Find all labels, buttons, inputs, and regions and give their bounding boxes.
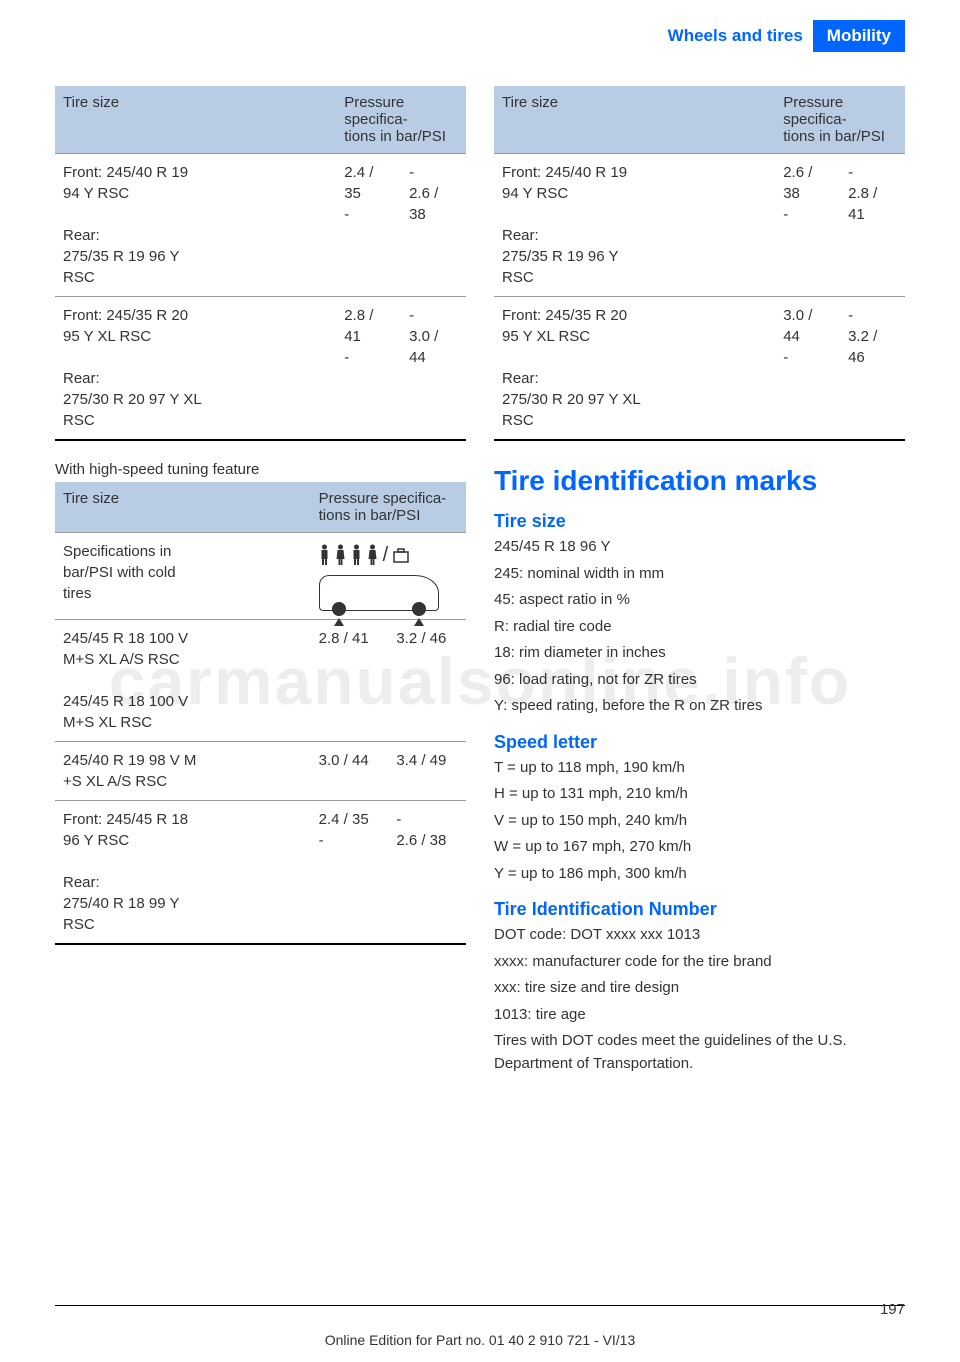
cell-size: Front: 245/35 R 20 95 Y XL RSC Rear: 275… (55, 297, 336, 441)
table-row: Front: 245/45 R 18 96 Y RSC Rear: 275/40… (55, 801, 466, 945)
cell-p2: -2.8 / 41 (840, 154, 905, 297)
body-line: xxxx: manufacturer code for the tire bra… (494, 951, 905, 974)
subheading-tin: Tire Identification Number (494, 899, 905, 920)
cell-p2: 3.4 / 49 (388, 742, 466, 801)
table-row: Front: 245/40 R 19 94 Y RSC Rear: 275/35… (55, 154, 466, 297)
person-icon (335, 544, 346, 566)
th-tire-size: Tire size (55, 482, 311, 533)
left-column: Tire size Pressure specifica‐ tions in b… (55, 86, 466, 1079)
th-pressure: Pressure specifica‐ tions in bar/PSI (311, 482, 466, 533)
right-column: Tire size Pressure specifica‐ tions in b… (494, 86, 905, 1079)
subheading-tire-size: Tire size (494, 511, 905, 532)
cell-load-icon: / (311, 533, 466, 620)
cell-p2: -3.0 / 44 (401, 297, 466, 441)
body-line: 245/45 R 18 96 Y (494, 536, 905, 559)
body-line: V = up to 150 mph, 240 km/h (494, 810, 905, 833)
body-line: 1013: tire age (494, 1004, 905, 1027)
section-title: Tire identification marks (494, 465, 905, 497)
pressure-table-1-right: Tire size Pressure specifica‐ tions in b… (494, 86, 905, 441)
cell-p1: 2.8 / 41 (311, 620, 389, 742)
person-icon (351, 544, 362, 566)
cell-size: 245/40 R 19 98 V M +S XL A/S RSC (55, 742, 311, 801)
pressure-table-2-left: Tire size Pressure specifica‐ tions in b… (55, 482, 466, 945)
cell-size: Front: 245/45 R 18 96 Y RSC Rear: 275/40… (55, 801, 311, 945)
header-chapter: Mobility (813, 20, 905, 52)
cell-p2: -2.6 / 38 (401, 154, 466, 297)
body-line: Y: speed rating, before the R on ZR tire… (494, 695, 905, 718)
pressure-table-1-left: Tire size Pressure specifica‐ tions in b… (55, 86, 466, 441)
table-row: Front: 245/35 R 20 95 Y XL RSC Rear: 275… (494, 297, 905, 441)
cell-p1: 2.6 / 38- (775, 154, 840, 297)
th-pressure: Pressure specifica‐ tions in bar/PSI (336, 86, 466, 154)
speed-letter-body: T = up to 118 mph, 190 km/h H = up to 13… (494, 757, 905, 886)
body-line: H = up to 131 mph, 210 km/h (494, 783, 905, 806)
suitcase-icon (393, 547, 409, 563)
body-line: R: radial tire code (494, 616, 905, 639)
body-line: xxx: tire size and tire design (494, 977, 905, 1000)
person-icon (319, 544, 330, 566)
body-line: 245: nominal width in mm (494, 563, 905, 586)
cell-p1: 2.8 / 41- (336, 297, 401, 441)
cell-size: Front: 245/35 R 20 95 Y XL RSC Rear: 275… (494, 297, 775, 441)
cell-p2: -3.2 / 46 (840, 297, 905, 441)
cell-p2: -2.6 / 38 (388, 801, 466, 945)
table-row: Front: 245/35 R 20 95 Y XL RSC Rear: 275… (55, 297, 466, 441)
table-row: 245/40 R 19 98 V M +S XL A/S RSC 3.0 / 4… (55, 742, 466, 801)
slash-separator: / (383, 541, 389, 569)
table-row: Front: 245/40 R 19 94 Y RSC Rear: 275/35… (494, 154, 905, 297)
subheading-speed-letter: Speed letter (494, 732, 905, 753)
cell-p2: 3.2 / 46 (388, 620, 466, 742)
page-number: 197 (880, 1301, 905, 1318)
cell-p1: 3.0 / 44- (775, 297, 840, 441)
cell-p1: 3.0 / 44 (311, 742, 389, 801)
th-tire-size: Tire size (494, 86, 775, 154)
body-line: T = up to 118 mph, 190 km/h (494, 757, 905, 780)
body-line: 45: aspect ratio in % (494, 589, 905, 612)
page-header: Wheels and tires Mobility (0, 0, 960, 66)
cell-size: Front: 245/40 R 19 94 Y RSC Rear: 275/35… (494, 154, 775, 297)
person-icon (367, 544, 378, 566)
footer-note: Online Edition for Part no. 01 40 2 910 … (0, 1332, 960, 1348)
table-row-spec: Specifications in bar/PSI with cold tire… (55, 533, 466, 620)
th-pressure: Pressure specifica‐ tions in bar/PSI (775, 86, 905, 154)
header-section: Wheels and tires (658, 20, 813, 52)
tin-body: DOT code: DOT xxxx xxx 1013 xxxx: manufa… (494, 924, 905, 1075)
table-row: 245/45 R 18 100 V M+S XL A/S RSC 245/45 … (55, 620, 466, 742)
cell-p1: 2.4 / 35- (336, 154, 401, 297)
body-line: 96: load rating, not for ZR tires (494, 669, 905, 692)
footer-rule (55, 1305, 905, 1306)
cell-size: Front: 245/40 R 19 94 Y RSC Rear: 275/35… (55, 154, 336, 297)
body-line: Tires with DOT codes meet the guidelines… (494, 1030, 905, 1075)
th-tire-size: Tire size (55, 86, 336, 154)
caption-high-speed: With high-speed tuning feature (55, 461, 466, 478)
cell-spec-label: Specifications in bar/PSI with cold tire… (55, 533, 311, 620)
tire-size-body: 245/45 R 18 96 Y 245: nominal width in m… (494, 536, 905, 718)
cell-size: 245/45 R 18 100 V M+S XL A/S RSC 245/45 … (55, 620, 311, 742)
body-line: Y = up to 186 mph, 300 km/h (494, 863, 905, 886)
cell-p1: 2.4 / 35- (311, 801, 389, 945)
body-line: DOT code: DOT xxxx xxx 1013 (494, 924, 905, 947)
car-diagram-icon (319, 575, 439, 611)
body-line: W = up to 167 mph, 270 km/h (494, 836, 905, 859)
body-line: 18: rim diameter in inches (494, 642, 905, 665)
passenger-icons: / (319, 541, 458, 569)
